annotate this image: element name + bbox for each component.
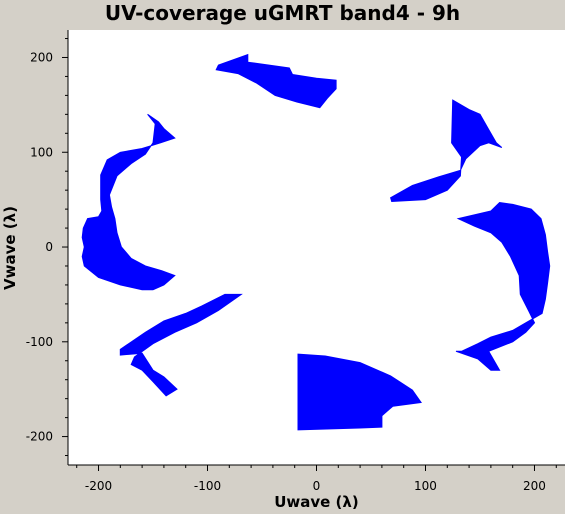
x-tick-label: 200 [523,479,546,493]
uv-region-bottom [297,353,422,431]
uv-region-left-large [81,113,176,291]
y-tick-label: 200 [30,50,53,64]
uv-region-left-small [119,293,243,397]
uv-region-top [215,53,337,109]
x-tick-label: -100 [194,479,221,493]
y-tick-label: -100 [26,335,53,349]
x-tick-label: -200 [85,479,112,493]
x-tick-label: 100 [414,479,437,493]
uv-region-right-small [390,99,503,203]
x-tick-label: 0 [313,479,321,493]
x-axis-label: Uwave (λ) [274,493,359,511]
y-tick-label: 100 [30,145,53,159]
y-tick-label: -200 [26,430,53,444]
y-axis-label: Vwave (λ) [1,206,19,290]
y-tick-label: 0 [45,240,53,254]
chart-title: UV-coverage uGMRT band4 - 9h [104,1,461,25]
axes-layer: -200 -100 0 100 200 -200 -100 0 100 200 [26,30,565,493]
uv-region-right-large [455,201,551,371]
data-layer [81,53,551,431]
